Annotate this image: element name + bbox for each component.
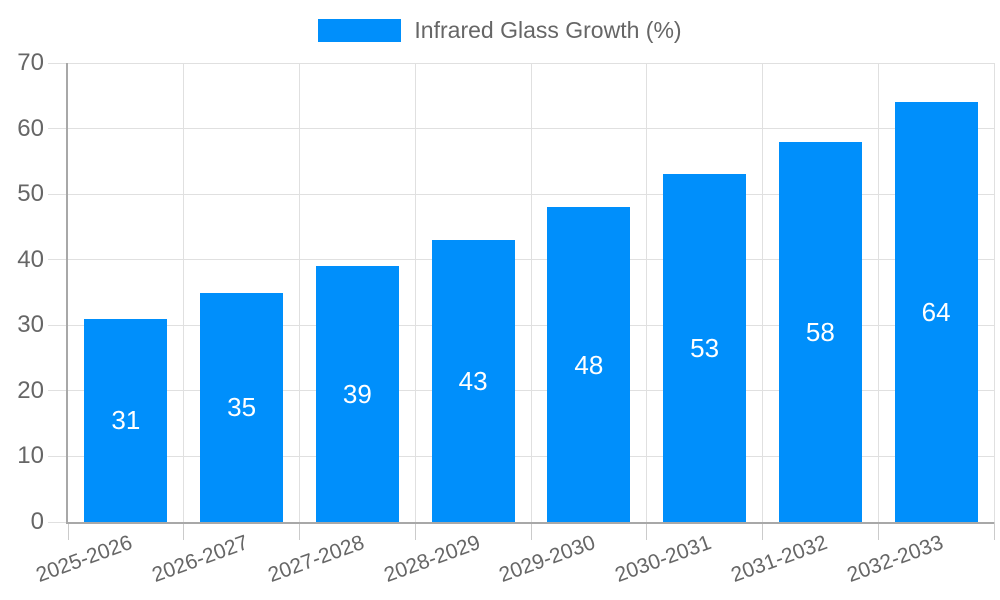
x-axis-tick-label: 2025-2026 [33,531,136,587]
y-axis-tick-label: 20 [17,376,44,404]
bar-value-label: 58 [805,316,835,347]
bar-value-label: 48 [574,349,604,380]
bar-value-label: 35 [227,392,257,423]
bar[interactable]: 43 [431,240,515,522]
x-axis-tick-mark [646,522,648,540]
bar-value-label: 39 [342,379,372,410]
y-axis-tick-label: 40 [17,245,44,273]
gridline-vertical [877,63,879,522]
y-axis-tick-mark [48,521,68,523]
gridline-vertical [414,63,416,522]
x-axis-tick-label: 2031-2032 [727,531,831,587]
x-axis-tick-mark [183,522,185,540]
gridline-vertical [183,63,185,522]
y-axis-tick-label: 0 [30,508,44,535]
bar-value-label: 43 [458,366,488,396]
legend-label: Infrared Glass Growth (%) [414,17,682,43]
y-axis-tick-mark [48,193,68,195]
bar[interactable]: 35 [200,292,284,522]
gridline-vertical [762,63,763,522]
x-axis-tick-mark [414,522,416,540]
y-axis-line [66,63,68,524]
x-axis-tick-mark [877,522,879,540]
gridline-vertical [299,63,300,522]
gridline-vertical [646,63,648,522]
bar[interactable]: 64 [894,102,978,522]
bar-value-label: 53 [690,333,720,364]
bar-value-label: 31 [111,405,141,436]
gridline-vertical [530,63,532,522]
x-axis-tick-mark [530,522,532,540]
bar[interactable]: 53 [663,174,747,522]
bar[interactable]: 39 [315,266,399,522]
y-axis-tick-mark [48,259,68,261]
y-axis-tick-mark [48,62,68,64]
y-axis-tick-label: 50 [17,180,44,208]
legend-swatch [318,19,402,42]
x-axis-tick-label: 2032-2033 [843,531,946,587]
y-axis-tick-mark [48,455,68,457]
y-axis-tick-mark [48,390,68,392]
gridline-vertical [993,63,995,522]
x-axis-tick-label: 2027-2028 [264,531,368,587]
x-axis-tick-label: 2029-2030 [496,531,599,587]
x-axis-line [68,522,994,524]
y-axis-tick-label: 10 [17,442,44,470]
x-axis-tick-label: 2026-2027 [149,531,252,587]
bar[interactable]: 58 [778,141,862,522]
y-axis-tick-label: 30 [17,311,44,339]
legend-item[interactable]: Infrared Glass Growth (%) [318,17,682,43]
x-axis-tick-mark [67,522,69,540]
y-axis-tick-label: 60 [17,114,44,142]
bar[interactable]: 48 [547,207,631,522]
bar[interactable]: 31 [84,318,168,522]
x-axis-tick-mark [762,522,763,540]
x-axis-tick-mark [299,522,300,540]
y-axis-tick-mark [48,128,68,130]
x-axis-tick-mark [993,522,995,540]
x-axis-tick-label: 2028-2029 [380,531,483,587]
x-axis-tick-label: 2030-2031 [612,531,715,587]
bar-value-label: 64 [921,297,951,328]
legend: Infrared Glass Growth (%) [0,19,1000,42]
y-axis-tick-label: 70 [17,49,44,76]
y-axis-tick-mark [48,324,68,326]
